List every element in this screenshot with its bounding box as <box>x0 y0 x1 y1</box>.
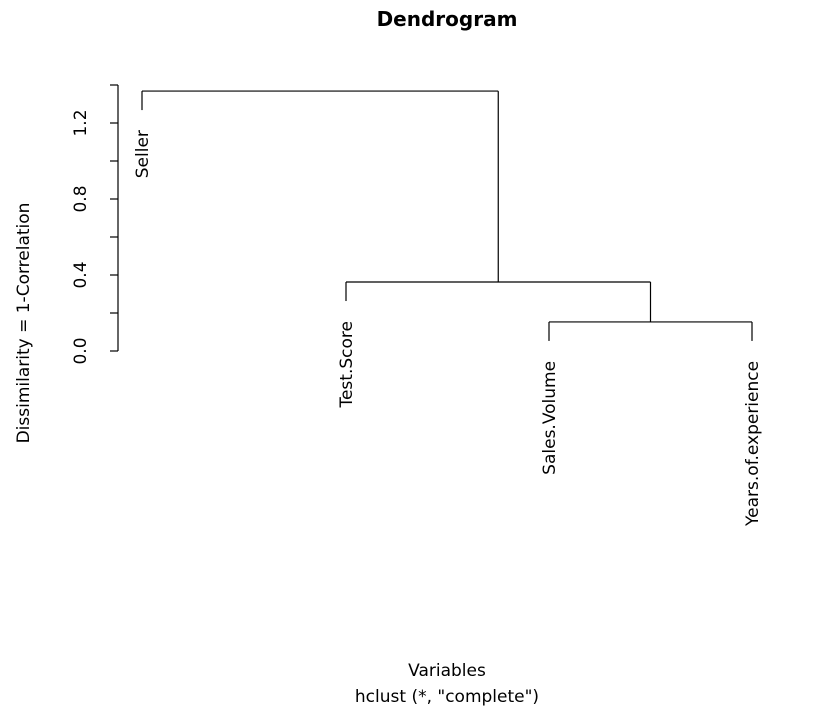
y-axis-label: Dissimilarity = 1-Correlation <box>14 203 34 444</box>
chart-subtitle: hclust (*, "complete") <box>355 687 539 707</box>
y-tick-label: 0.0 <box>71 337 91 364</box>
leaf-label: Sales.Volume <box>540 361 560 475</box>
y-tick-label: 0.4 <box>71 261 91 288</box>
y-tick-label: 1.2 <box>71 109 91 136</box>
y-tick-label: 0.8 <box>71 185 91 212</box>
dendrogram-tree: Sales.Volume Years.of.experience Test.Scor… <box>133 90 763 527</box>
y-axis: 0.0 0.4 0.8 1.2 <box>71 84 119 365</box>
leaf-label: Test.Score <box>337 321 357 409</box>
leaf-label: Seller <box>133 130 153 178</box>
chart-title: Dendrogram <box>377 7 518 31</box>
leaf-label: Years.of.experience <box>743 361 763 527</box>
x-axis-label: Variables <box>408 661 486 681</box>
